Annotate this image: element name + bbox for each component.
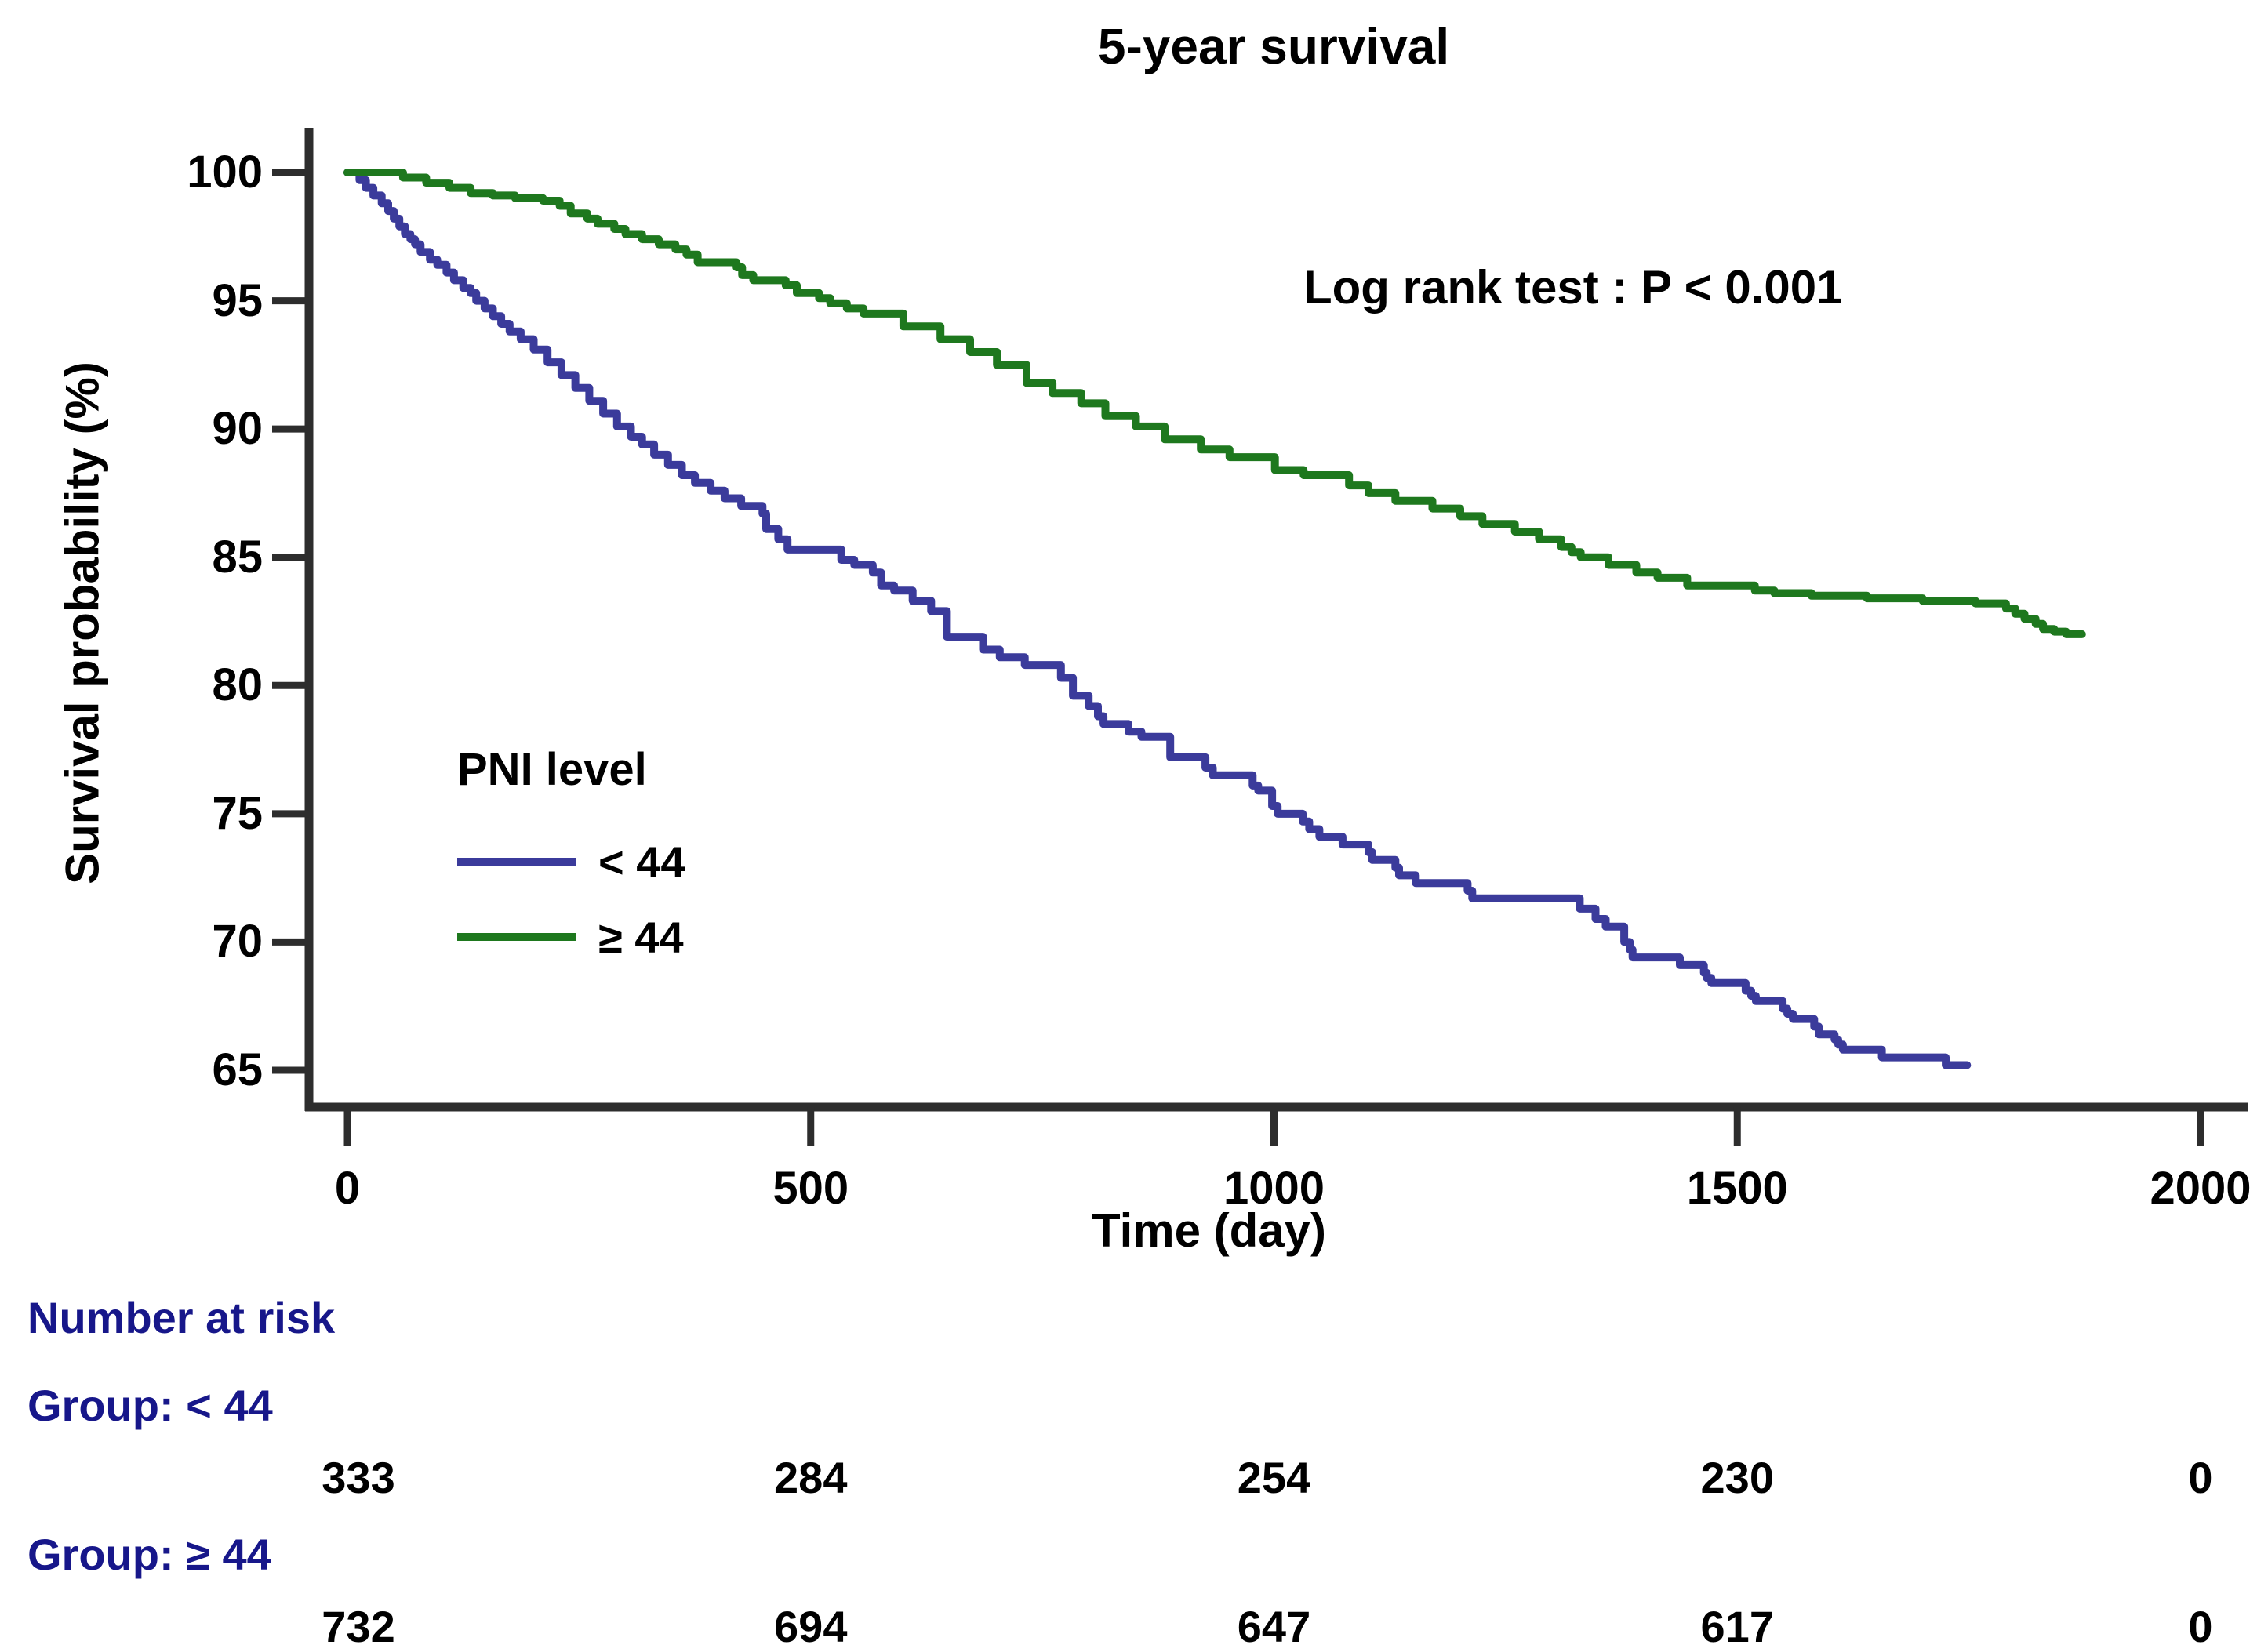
x-tick-label: 1000 <box>1223 1163 1325 1214</box>
risk-count: 732 <box>322 1602 395 1651</box>
y-tick-label: 80 <box>212 659 263 711</box>
km-curve-lt44 <box>343 169 1972 1069</box>
risk-table-header: Number at risk <box>27 1293 336 1342</box>
risk-group-label: Group: ≥ 44 <box>27 1530 271 1579</box>
legend-label: ≥ 44 <box>598 912 684 962</box>
risk-count: 254 <box>1237 1453 1311 1502</box>
risk-count: 647 <box>1237 1602 1311 1651</box>
y-tick-label: 70 <box>212 916 263 968</box>
risk-count: 0 <box>2188 1602 2213 1651</box>
y-tick-label: 75 <box>212 787 263 839</box>
y-tick-label: 100 <box>187 147 263 198</box>
legend-item: ≥ 44 <box>457 899 685 975</box>
legend-items: < 44 ≥ 44 <box>457 824 685 975</box>
km-curve-ge44 <box>343 169 2086 638</box>
x-axis-title: Time (day) <box>1092 1204 1326 1257</box>
risk-count: 230 <box>1700 1453 1774 1502</box>
legend-label: < 44 <box>598 837 685 887</box>
survival-curves <box>343 169 2086 1069</box>
y-tick-label: 85 <box>212 531 263 583</box>
chart-title: 5-year survival <box>1097 18 1450 74</box>
logrank-annotation: Log rank test : P < 0.001 <box>1303 261 1843 314</box>
legend-title: PNI level <box>457 744 647 795</box>
risk-count: 0 <box>2188 1453 2213 1502</box>
risk-group-label: Group: < 44 <box>27 1381 273 1430</box>
legend-swatch-line <box>457 858 576 866</box>
legend: PNI level < 44 ≥ 44 <box>457 743 685 975</box>
y-tick-label: 65 <box>212 1044 263 1095</box>
y-tick-label: 90 <box>212 403 263 455</box>
legend-item: < 44 <box>457 824 685 899</box>
y-axis-title: Survival probability (%) <box>56 361 109 884</box>
risk-count: 617 <box>1700 1602 1774 1651</box>
axis-tick-marks <box>272 169 2204 1146</box>
risk-count: 694 <box>774 1602 848 1651</box>
x-tick-label: 1500 <box>1686 1163 1788 1214</box>
risk-count: 333 <box>322 1453 395 1502</box>
legend-swatch-line <box>457 933 576 941</box>
x-tick-label: 0 <box>334 1163 361 1214</box>
x-tick-label: 2000 <box>2150 1163 2252 1214</box>
x-tick-label: 500 <box>772 1163 849 1214</box>
y-tick-label: 95 <box>212 274 263 326</box>
risk-count: 284 <box>774 1453 848 1502</box>
